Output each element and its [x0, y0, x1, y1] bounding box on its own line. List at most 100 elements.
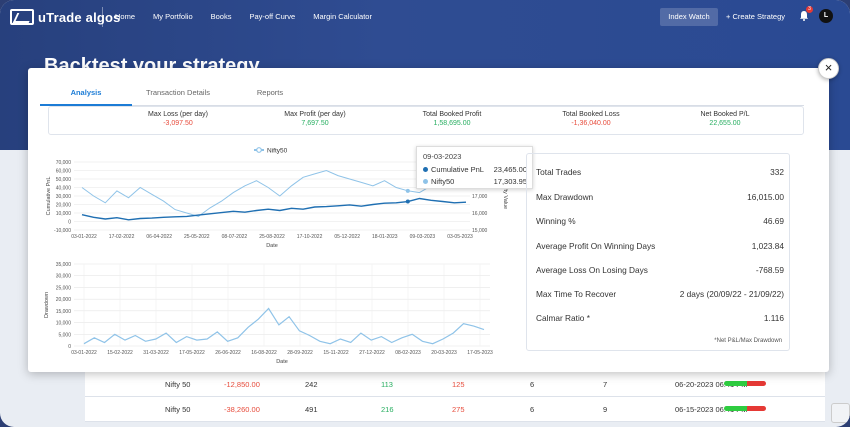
bell-icon[interactable] [799, 10, 809, 21]
x-tick-label: 17-10-2022 [297, 234, 323, 240]
cumulative-pnl-chart[interactable]: Nifty50 70,000 60,000 50,000 40,000 30,000 20,… [28, 144, 518, 256]
table-row[interactable]: Nifty 50 -38,260.00 491 216 275 6 9 06-1… [85, 397, 825, 422]
y2-tick-label: 16,000 [472, 211, 488, 217]
stat-value: 1.116 [763, 313, 784, 323]
tab-analysis[interactable]: Analysis [70, 88, 102, 97]
x-axis-label: Date [266, 243, 278, 249]
tooltip-series-value: 17,303.95 [493, 177, 527, 186]
y-tick-label: 0 [68, 344, 71, 350]
table-cell-pnl: -38,260.00 [224, 405, 260, 414]
legend-label: Nifty50 [267, 148, 288, 155]
tooltip-series-value: 23,465.00 [493, 165, 527, 174]
y-axis-label: Cumulative PnL [46, 177, 52, 216]
summary-value: -3,097.50 [163, 120, 193, 127]
summary-panel: Max Loss (per day) -3,097.50 Max Profit … [48, 106, 804, 135]
x-tick-label: 25-08-2022 [259, 234, 285, 240]
x-tick-label: 27-12-2022 [359, 350, 385, 356]
x-tick-label: 25-05-2022 [184, 234, 210, 240]
x-tick-label: 08-02-2023 [395, 350, 421, 356]
calmar-footnote: *Net P&L/Max Drawdown [714, 338, 782, 344]
y-tick-label: 5,000 [58, 332, 71, 338]
win-loss-bar [724, 406, 766, 411]
app-logo[interactable]: uTrade algos [10, 9, 121, 25]
x-axis-label: Date [276, 359, 288, 365]
modal-tabs: Analysis Transaction Details Reports [40, 83, 316, 102]
tab-transaction-details[interactable]: Transaction Details [146, 88, 210, 97]
main-nav: Home My Portfolio Books Pay-off Curve Ma… [115, 12, 372, 21]
drawdown-chart[interactable]: 35,000 30,000 25,000 20,000 15,000 10,000 5,00… [28, 258, 518, 370]
summary-total-booked-profit: Total Booked Profit 1,58,695.00 [392, 111, 512, 127]
y-tick-label: 20,000 [56, 297, 72, 303]
y-tick-label: 40,000 [56, 186, 72, 192]
stat-avg-profit-winning: Average Profit On Winning Days 1,023.84 [536, 241, 786, 251]
y-tick-label: 60,000 [56, 169, 72, 175]
y2-tick-label: 15,000 [472, 228, 488, 234]
nav-my-portfolio[interactable]: My Portfolio [153, 12, 193, 21]
win-loss-bar [724, 381, 766, 386]
y-tick-label: 70,000 [56, 160, 72, 166]
table-cell-trades: 242 [305, 380, 318, 389]
help-widget-button[interactable] [831, 403, 850, 423]
nav-books[interactable]: Books [210, 12, 232, 21]
active-tab-indicator [40, 104, 132, 106]
tooltip-series-name: Nifty50 [431, 177, 455, 186]
notification-badge: 3 [806, 6, 813, 13]
nav-payoff-curve[interactable]: Pay-off Curve [249, 12, 296, 21]
tab-baseline [40, 105, 804, 106]
y-tick-label: 50,000 [56, 177, 72, 183]
close-modal-button[interactable]: × [818, 58, 839, 79]
table-cell-wins: 113 [381, 380, 393, 389]
x-tick-label: 03-01-2022 [71, 234, 97, 240]
summary-total-booked-loss: Total Booked Loss -1,36,040.00 [531, 111, 651, 127]
hover-point-nifty [405, 188, 410, 193]
backtest-table: Nifty 50 -12,850.00 242 113 125 6 7 06-2… [85, 372, 825, 422]
tooltip-row-nifty: Nifty50 17,303.95 [423, 177, 527, 186]
y-tick-label: 20,000 [56, 203, 72, 209]
stat-calmar-ratio: Calmar Ratio * 1.116 [536, 313, 786, 323]
summary-max-loss: Max Loss (per day) -3,097.50 [118, 111, 238, 127]
stat-label: Calmar Ratio * [536, 313, 590, 323]
table-cell-wins: 216 [381, 405, 394, 414]
nav-home[interactable]: Home [115, 12, 136, 21]
stat-max-time-to-recover: Max Time To Recover 2 days (20/09/22 - 21… [536, 289, 786, 299]
tab-reports[interactable]: Reports [256, 88, 284, 97]
x-tick-label: 17-05-2023 [467, 350, 493, 356]
x-tick-label: 28-09-2022 [287, 350, 313, 356]
table-cell-date: 06-20-2023 06:41 PM [675, 380, 748, 389]
backtest-result-modal: Analysis Transaction Details Reports Max… [28, 68, 829, 372]
summary-value: 7,697.50 [301, 120, 329, 127]
summary-label: Total Booked Loss [562, 111, 620, 118]
drawdown-series-line [83, 307, 485, 345]
stat-label: Average Profit On Winning Days [536, 241, 656, 251]
y-tick-label: 30,000 [56, 194, 72, 200]
nav-divider [102, 7, 103, 27]
avatar[interactable]: L [819, 9, 833, 23]
index-watch-button[interactable]: Index Watch [660, 8, 718, 26]
x-tick-label: 26-06-2022 [215, 350, 241, 356]
x-tick-label: 15-02-2022 [107, 350, 133, 356]
tooltip-date: 09-03-2023 [423, 152, 462, 161]
summary-value: 22,655.00 [709, 120, 741, 127]
nav-margin-calculator[interactable]: Margin Calculator [313, 12, 372, 21]
stat-value: 1,023.84 [751, 241, 784, 251]
tooltip-row-pnl: Cumulative PnL 23,465.00 [423, 165, 527, 174]
summary-value: 1,58,695.00 [433, 120, 471, 127]
stat-value: 46.69 [763, 216, 784, 226]
create-strategy-link[interactable]: + Create Strategy [726, 12, 785, 21]
x-tick-label: 08-07-2022 [222, 234, 248, 240]
chart-tooltip: 09-03-2023 Cumulative PnL 23,465.00 Nift… [416, 146, 533, 189]
statistics-panel: Total Trades 332 Max Drawdown 16,015.00 Wi… [526, 153, 790, 351]
x-tick-label: 20-03-2023 [431, 350, 457, 356]
stat-value: 16,015.00 [747, 192, 784, 202]
table-cell-c1: 6 [530, 405, 535, 414]
table-cell-trades: 491 [305, 405, 318, 414]
tooltip-series-name: Cumulative PnL [431, 165, 484, 174]
x-tick-label: 31-03-2022 [143, 350, 169, 356]
summary-value: -1,36,040.00 [571, 120, 611, 127]
table-row[interactable]: Nifty 50 -12,850.00 242 113 125 6 7 06-2… [85, 372, 825, 397]
stat-value: 2 days (20/09/22 - 21/09/22) [679, 289, 784, 299]
y2-axis-label: Nifty Value [502, 183, 508, 209]
summary-label: Net Booked P/L [700, 111, 750, 118]
stat-label: Max Time To Recover [536, 289, 617, 299]
x-tick-label: 05-12-2022 [334, 234, 360, 240]
